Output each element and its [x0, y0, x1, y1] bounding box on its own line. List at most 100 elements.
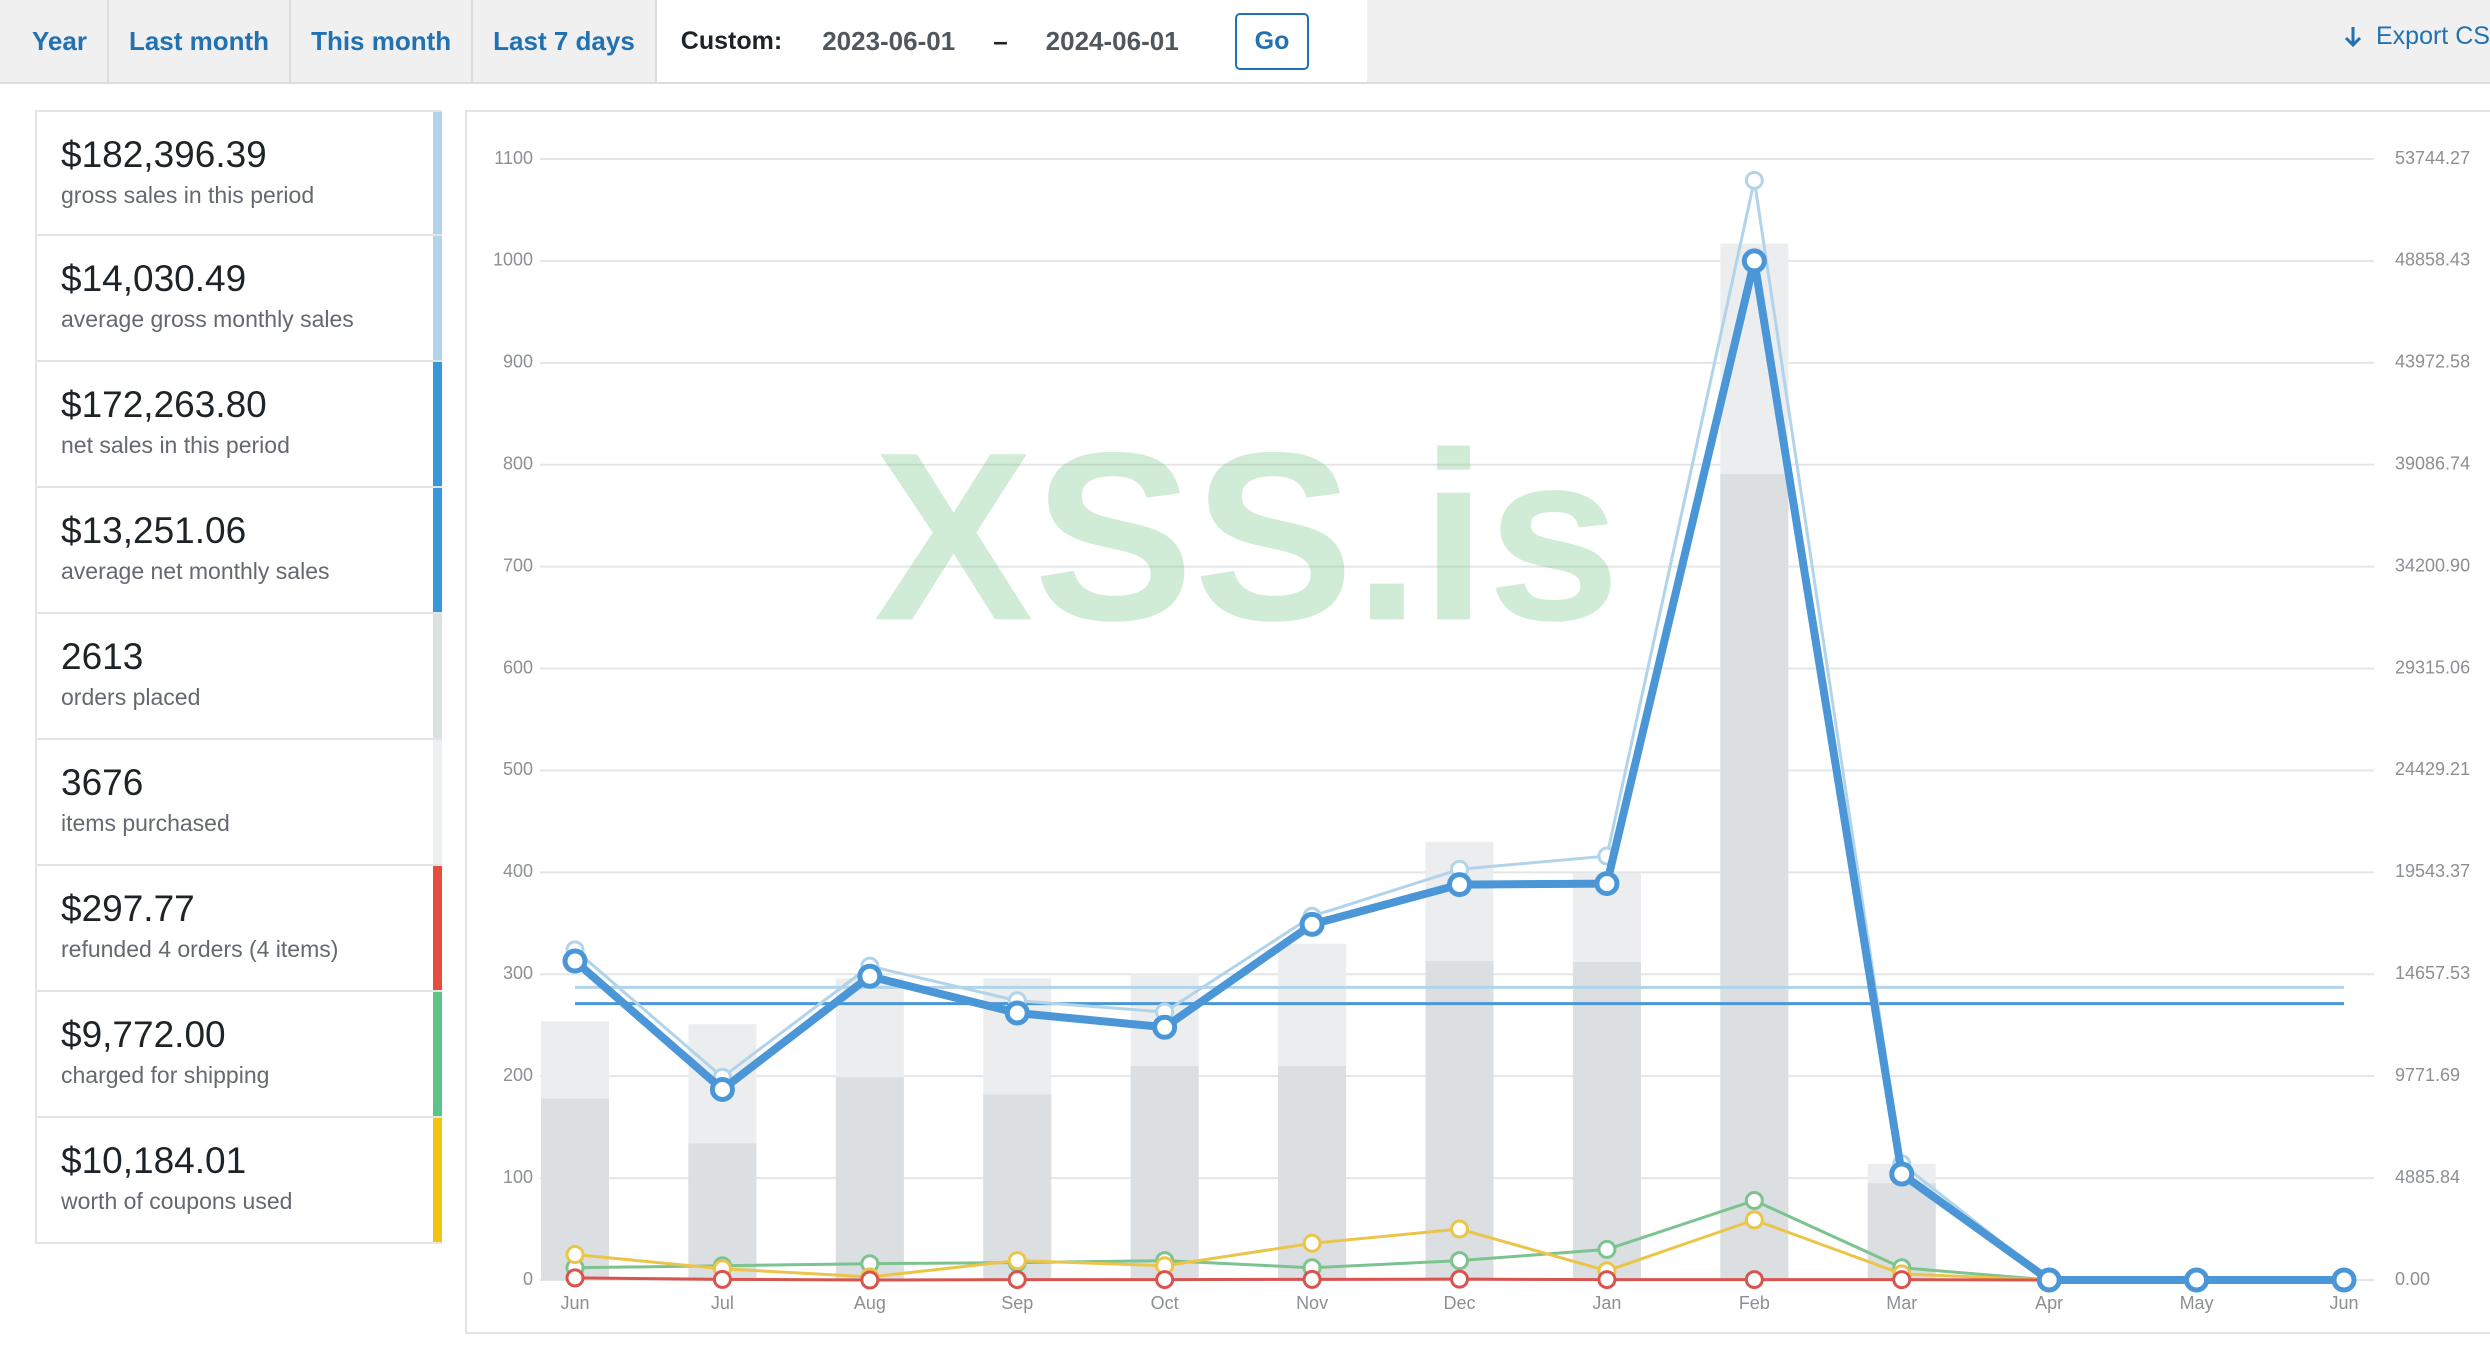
export-link[interactable]: Export CS	[2344, 22, 2490, 51]
summary-label: average gross monthly sales	[61, 306, 354, 332]
y-tick-label: 1000	[493, 250, 533, 270]
bar	[835, 1077, 904, 1280]
x-tick-label: Jan	[1592, 1293, 1621, 1313]
summary-value: $172,263.80	[61, 384, 267, 425]
legend-color	[433, 992, 442, 1116]
point	[1004, 1000, 1030, 1026]
x-tick-label: Jul	[711, 1293, 734, 1313]
point	[1155, 1270, 1175, 1290]
y-tick-label: 900	[503, 352, 533, 372]
bar	[1720, 473, 1789, 1281]
point	[1889, 1161, 1915, 1187]
point	[1302, 1269, 1322, 1289]
y-tick-label: 700	[503, 555, 533, 575]
y-tick-label: 400	[503, 861, 533, 881]
point	[712, 1269, 732, 1289]
y2-tick-label: 29315.06	[2395, 657, 2470, 677]
point	[857, 963, 883, 989]
tab[interactable]: This month	[291, 0, 474, 82]
summary-value: $13,251.06	[61, 510, 247, 551]
summary-item[interactable]: $297.77 refunded 4 orders (4 items)	[35, 866, 442, 992]
end-date[interactable]: 2024-06-01	[1045, 25, 1179, 56]
point	[1450, 1219, 1469, 1239]
bar	[983, 1094, 1052, 1280]
y2-tick-label: 34200.90	[2395, 555, 2470, 575]
y-tick-label: 500	[503, 759, 533, 779]
x-tick-label: Oct	[1151, 1293, 1179, 1313]
summary-label: items purchased	[61, 810, 230, 836]
summary-item[interactable]: $182,396.39 gross sales in this period	[35, 110, 442, 236]
point	[709, 1076, 735, 1102]
summary-label: gross sales in this period	[61, 182, 315, 208]
legend-color	[433, 1118, 442, 1242]
summary-item[interactable]: $172,263.80 net sales in this period	[35, 362, 442, 488]
legend-color	[433, 112, 442, 234]
summary-item[interactable]: $14,030.49 average gross monthly sales	[35, 236, 442, 362]
summary-item[interactable]: $10,184.01 worth of coupons used	[35, 1118, 442, 1244]
point	[2184, 1267, 2210, 1293]
summary-item[interactable]: 2613 orders placed	[35, 614, 442, 740]
y2-tick-label: 4885.84	[2395, 1167, 2460, 1187]
legend-color	[433, 236, 442, 360]
point	[565, 1245, 585, 1265]
summary-label: orders placed	[61, 684, 201, 710]
x-tick-label: May	[2180, 1293, 2214, 1313]
x-tick-label: Jun	[560, 1293, 589, 1313]
summary-value: $9,772.00	[61, 1014, 226, 1055]
point	[1152, 1014, 1178, 1040]
point	[1744, 1191, 1764, 1211]
custom-label: Custom:	[680, 26, 783, 55]
summary-value: 3676	[61, 762, 144, 803]
legend-color	[433, 614, 442, 738]
legend-color	[433, 740, 442, 864]
x-tick-label: Jun	[2329, 1293, 2358, 1313]
watermark: XSS.is	[873, 402, 1620, 670]
summary-label: worth of coupons used	[61, 1188, 293, 1214]
start-date[interactable]: 2023-06-01	[822, 25, 956, 56]
y-tick-label: 0	[523, 1269, 533, 1289]
tab[interactable]: Year	[12, 0, 109, 82]
tab[interactable]: Last 7 days	[473, 0, 657, 82]
chart: 0 100 200 300 400 500 600 700 800 900 1000 1100 0.00…	[465, 110, 2490, 1334]
point	[1007, 1251, 1027, 1271]
summary-value: $297.77	[61, 888, 195, 929]
y-tick-label: 300	[503, 963, 533, 983]
export-text[interactable]: Export CS	[2376, 22, 2490, 50]
summary-value: $14,030.49	[61, 258, 247, 299]
go-button[interactable]: Go	[1234, 12, 1310, 70]
point	[1744, 1270, 1764, 1290]
point	[1744, 1210, 1764, 1230]
tab[interactable]: Last month	[109, 0, 292, 82]
bar	[1572, 962, 1641, 1280]
point	[1594, 871, 1620, 897]
summary-list: $182,396.39 gross sales in this period $14…	[35, 110, 442, 1244]
x-tick-label: Sep	[1001, 1293, 1033, 1313]
x-tick-label: Apr	[2035, 1293, 2063, 1313]
y2-tick-label: 39086.74	[2395, 453, 2470, 473]
summary-item[interactable]: $13,251.06 average net monthly sales	[35, 488, 442, 614]
y2-tick-label: 43972.58	[2395, 352, 2470, 372]
summary-item[interactable]: $9,772.00 charged for shipping	[35, 992, 442, 1118]
point	[1597, 1270, 1617, 1290]
summary-value: $182,396.39	[61, 134, 267, 175]
point	[860, 1270, 880, 1290]
y-tick-label: 1100	[494, 148, 533, 168]
custom-range: Custom: 2023-06-01 – 2024-06-01 Go	[656, 0, 1367, 82]
point	[1744, 170, 1764, 190]
point	[1597, 1239, 1617, 1259]
point	[1007, 1270, 1027, 1290]
point	[565, 1268, 585, 1288]
y2-tick-label: 9771.69	[2395, 1065, 2460, 1085]
summary-value: $10,184.01	[61, 1140, 247, 1181]
x-tick-label: Dec	[1443, 1293, 1475, 1313]
legend-color	[433, 488, 442, 612]
y2-tick-label: 19543.37	[2395, 861, 2470, 881]
y-tick-label: 800	[503, 453, 533, 473]
y2-tick-label: 0.00	[2395, 1269, 2430, 1289]
summary-label: average net monthly sales	[61, 558, 330, 584]
point	[2331, 1267, 2357, 1293]
point	[1302, 1233, 1322, 1253]
summary-item[interactable]: 3676 items purchased	[35, 740, 442, 866]
y2-tick-label: 48858.43	[2395, 250, 2470, 270]
